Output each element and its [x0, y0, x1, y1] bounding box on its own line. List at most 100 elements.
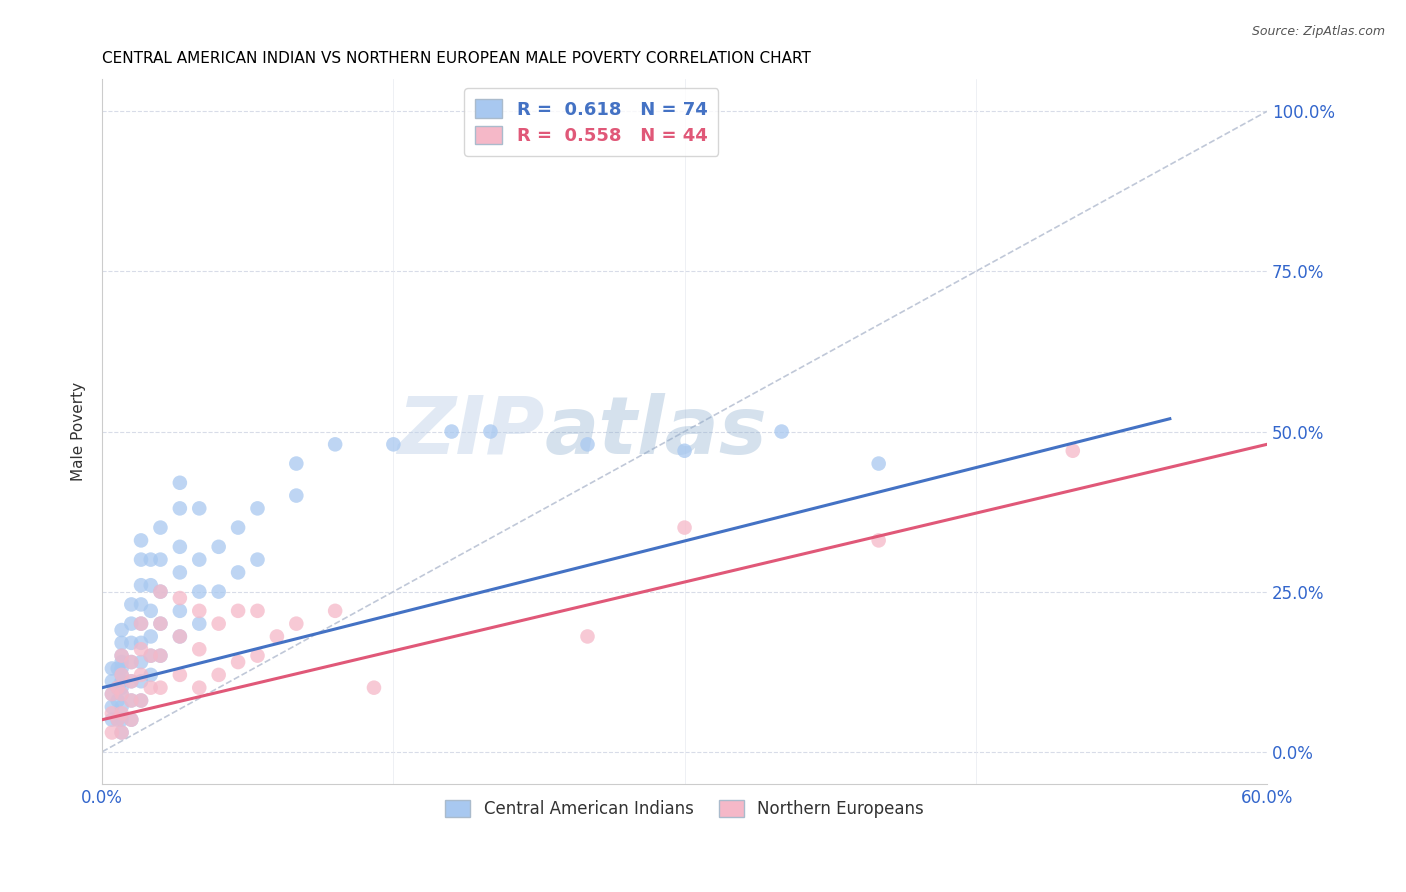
Point	[111, 725, 134, 739]
Point	[208, 584, 231, 599]
Point	[149, 552, 172, 566]
Point	[139, 648, 162, 663]
Point	[111, 648, 134, 663]
Point	[226, 604, 249, 618]
Point	[208, 540, 231, 554]
Point	[576, 437, 599, 451]
Point	[149, 616, 172, 631]
Point	[285, 489, 308, 503]
Point	[226, 566, 249, 580]
Point	[188, 552, 211, 566]
Point	[107, 693, 129, 707]
Point	[120, 655, 142, 669]
Point	[1062, 443, 1084, 458]
Point	[111, 648, 134, 663]
Point	[169, 501, 191, 516]
Point	[169, 591, 191, 605]
Point	[139, 668, 162, 682]
Point	[149, 648, 172, 663]
Point	[149, 648, 172, 663]
Point	[111, 674, 134, 689]
Point	[139, 604, 162, 618]
Point	[246, 501, 269, 516]
Point	[149, 584, 172, 599]
Point	[111, 713, 134, 727]
Point	[111, 668, 134, 682]
Point	[576, 630, 599, 644]
Point	[101, 687, 124, 701]
Point	[120, 616, 142, 631]
Text: atlas: atlas	[544, 392, 768, 471]
Point	[111, 687, 134, 701]
Point	[208, 616, 231, 631]
Point	[226, 520, 249, 534]
Point	[169, 668, 191, 682]
Point	[673, 443, 696, 458]
Point	[188, 642, 211, 657]
Point	[111, 699, 134, 714]
Point	[111, 661, 134, 675]
Point	[120, 713, 142, 727]
Point	[188, 616, 211, 631]
Point	[149, 584, 172, 599]
Point	[188, 681, 211, 695]
Point	[111, 706, 134, 721]
Point	[149, 616, 172, 631]
Point	[323, 437, 346, 451]
Point	[111, 623, 134, 637]
Point	[101, 725, 124, 739]
Point	[226, 655, 249, 669]
Point	[101, 687, 124, 701]
Point	[101, 674, 124, 689]
Point	[129, 655, 152, 669]
Point	[101, 706, 124, 721]
Point	[868, 457, 890, 471]
Point	[188, 501, 211, 516]
Point	[129, 616, 152, 631]
Point	[139, 552, 162, 566]
Point	[111, 655, 134, 669]
Point	[107, 713, 129, 727]
Y-axis label: Male Poverty: Male Poverty	[72, 382, 86, 481]
Point	[169, 540, 191, 554]
Point	[120, 655, 142, 669]
Point	[129, 642, 152, 657]
Point	[120, 598, 142, 612]
Point	[139, 648, 162, 663]
Point	[139, 681, 162, 695]
Point	[101, 661, 124, 675]
Point	[188, 584, 211, 599]
Point	[169, 566, 191, 580]
Point	[139, 578, 162, 592]
Point	[111, 725, 134, 739]
Text: Source: ZipAtlas.com: Source: ZipAtlas.com	[1251, 25, 1385, 38]
Point	[323, 604, 346, 618]
Point	[120, 674, 142, 689]
Point	[129, 674, 152, 689]
Text: ZIP: ZIP	[398, 392, 544, 471]
Point	[129, 578, 152, 592]
Legend: Central American Indians, Northern Europeans: Central American Indians, Northern Europ…	[439, 793, 931, 825]
Point	[120, 693, 142, 707]
Point	[111, 687, 134, 701]
Point	[120, 636, 142, 650]
Point	[479, 425, 502, 439]
Point	[440, 425, 463, 439]
Point	[868, 533, 890, 548]
Point	[107, 681, 129, 695]
Point	[285, 616, 308, 631]
Point	[101, 713, 124, 727]
Point	[129, 693, 152, 707]
Point	[246, 648, 269, 663]
Point	[188, 604, 211, 618]
Point	[129, 598, 152, 612]
Point	[129, 636, 152, 650]
Point	[129, 533, 152, 548]
Point	[169, 475, 191, 490]
Point	[111, 636, 134, 650]
Point	[120, 713, 142, 727]
Point	[169, 630, 191, 644]
Point	[107, 713, 129, 727]
Point	[246, 552, 269, 566]
Point	[111, 681, 134, 695]
